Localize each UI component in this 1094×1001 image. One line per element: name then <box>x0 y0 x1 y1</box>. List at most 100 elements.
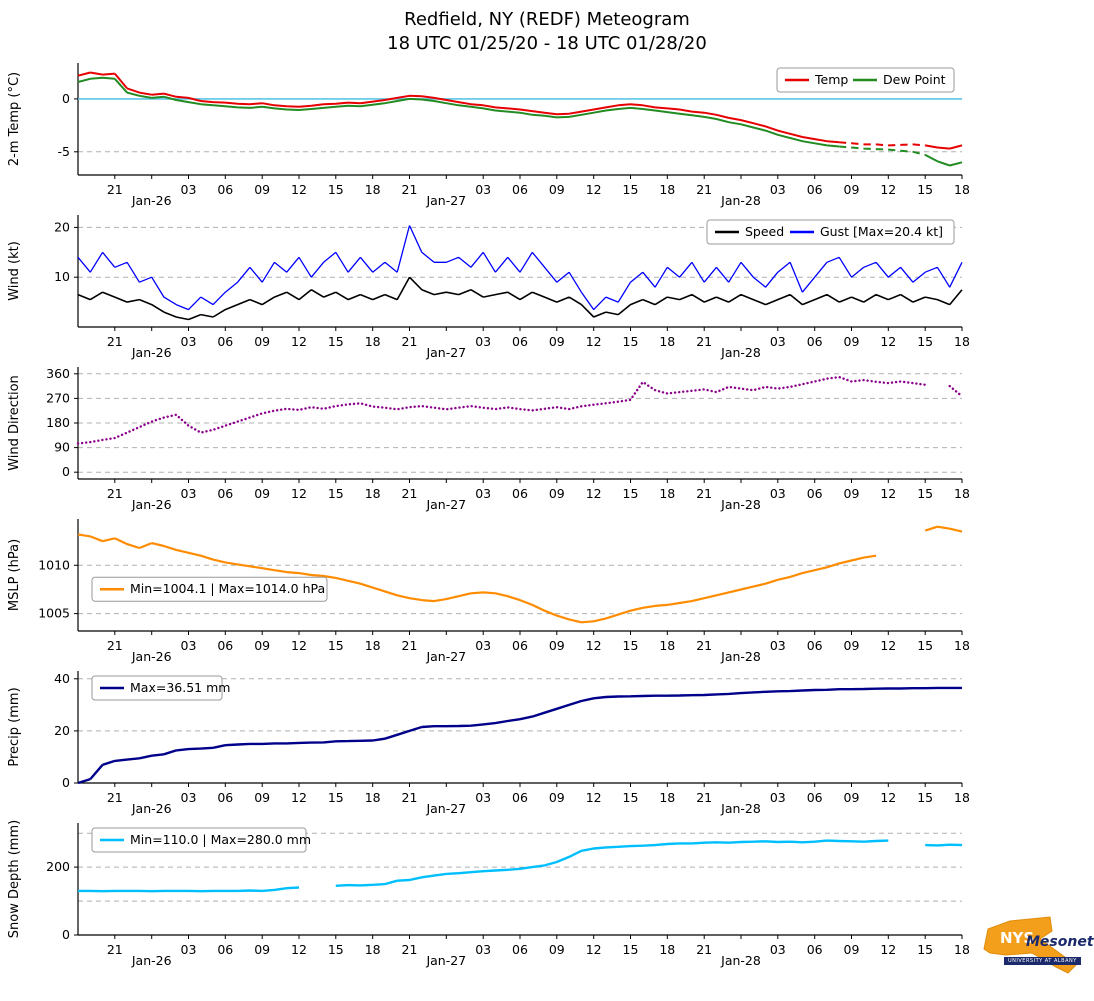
temp-xtick: 15 <box>328 182 344 197</box>
wind-xtick: 12 <box>586 334 602 349</box>
precip-xtick: 03 <box>770 790 786 805</box>
mslp-legend-label: Min=1004.1 | Max=1014.0 hPa <box>130 581 325 596</box>
mslp-series <box>77 525 963 623</box>
wind-direction-xtick: 21 <box>107 486 123 501</box>
temp-xtick: Jan-26 <box>131 193 172 208</box>
wind-direction-xtick: 21 <box>696 486 712 501</box>
precip-panel: 0 20 40 21 Jan-26 03 06 09 12 15 18 21 Jan-27 03 06 09 1… <box>0 665 1094 817</box>
wind-xtick: 18 <box>365 334 381 349</box>
precip-xtick: Jan-28 <box>720 801 761 816</box>
temp-xtick: 03 <box>770 182 786 197</box>
snow-depth-ylabel: Snow Depth (mm) <box>7 819 22 937</box>
temp-xtick: 18 <box>659 182 675 197</box>
temp-chart: -5 0 21 Jan-26 03 06 09 12 15 18 21 Jan-27 03 06 09 12 1… <box>7 62 970 208</box>
precip-xtick: 18 <box>659 790 675 805</box>
precip-xtick: 03 <box>181 790 197 805</box>
wind-xtick: 09 <box>254 334 270 349</box>
snow-depth-xtick: 15 <box>917 942 933 957</box>
temp-axes: -5 0 21 Jan-26 03 06 09 12 15 18 21 Jan-27 03 06 09 12 1… <box>58 62 970 208</box>
snow-depth-ytick: 200 <box>46 859 70 874</box>
wind-xtick: 15 <box>623 334 639 349</box>
temp-xtick: 21 <box>402 182 418 197</box>
mslp-xtick: 12 <box>880 638 896 653</box>
mslp-xtick: 03 <box>770 638 786 653</box>
snow-depth-xtick: 03 <box>475 942 491 957</box>
temp-xtick: 09 <box>844 182 860 197</box>
temp-xtick: 18 <box>365 182 381 197</box>
mslp-xtick: 15 <box>917 638 933 653</box>
wind-direction-ytick: 0 <box>62 464 70 479</box>
wind-legend-label: Gust [Max=20.4 kt] <box>820 224 943 239</box>
wind-legend-label: Speed <box>745 224 784 239</box>
logo-subtext: UNIVERSITY AT ALBANY <box>1004 957 1081 965</box>
snow-depth-legend-label: Min=110.0 | Max=280.0 mm <box>130 832 311 847</box>
wind-direction-xtick: 18 <box>365 486 381 501</box>
precip-xtick: 15 <box>623 790 639 805</box>
precip-ytick: 20 <box>54 722 70 737</box>
mslp-xtick: 06 <box>807 638 823 653</box>
snow-depth-xtick: 21 <box>107 942 123 957</box>
temp-xtick: 21 <box>107 182 123 197</box>
mslp-xtick: 18 <box>659 638 675 653</box>
snow-depth-xtick: Jan-28 <box>720 953 761 968</box>
gust-series <box>77 224 963 310</box>
temp-xtick: 06 <box>807 182 823 197</box>
wind-direction-xtick: Jan-28 <box>720 497 761 512</box>
snow-depth-axes: 0 200 21 Jan-26 03 06 09 12 15 18 21 Jan-27 03 06 09 12… <box>46 822 970 968</box>
precip-xtick: 12 <box>586 790 602 805</box>
wind-direction-xtick: 09 <box>549 486 565 501</box>
mslp-xtick: 21 <box>402 638 418 653</box>
wind-legend: Speed Gust [Max=20.4 kt] <box>706 219 955 245</box>
wind-xtick: 03 <box>770 334 786 349</box>
wind-direction-xtick: 18 <box>954 486 970 501</box>
wind-xtick: 03 <box>475 334 491 349</box>
mslp-xtick: Jan-28 <box>720 649 761 664</box>
mslp-xtick: 18 <box>954 638 970 653</box>
precip-xtick: 21 <box>402 790 418 805</box>
precip-xtick: 09 <box>844 790 860 805</box>
snow-depth-xtick: 12 <box>586 942 602 957</box>
precip-xtick: 15 <box>917 790 933 805</box>
mslp-xtick: 06 <box>217 638 233 653</box>
mslp-xtick: 06 <box>512 638 528 653</box>
wind-xtick: 21 <box>696 334 712 349</box>
wind-xtick: 09 <box>549 334 565 349</box>
snow-depth-xtick: 03 <box>770 942 786 957</box>
temp-xtick: 18 <box>954 182 970 197</box>
temp-ytick: 0 <box>62 90 70 105</box>
mslp-axes: 1005 1010 21 Jan-26 03 06 09 12 15 18 21 Jan-27 03 06… <box>38 518 970 664</box>
mslp-xtick: 09 <box>844 638 860 653</box>
wind-direction-xtick: 03 <box>770 486 786 501</box>
mslp-xtick: 09 <box>549 638 565 653</box>
mslp-xtick: 03 <box>475 638 491 653</box>
wind-xtick: Jan-27 <box>425 345 466 360</box>
precip-legend-label: Max=36.51 mm <box>130 680 230 695</box>
snow-depth-xtick: 09 <box>549 942 565 957</box>
precip-xtick: 03 <box>475 790 491 805</box>
mslp-panel: 1005 1010 21 Jan-26 03 06 09 12 15 18 21 Jan-27 03 06… <box>0 513 1094 665</box>
precip-xtick: 06 <box>512 790 528 805</box>
temp-series-missing <box>839 140 926 146</box>
wind-direction-series <box>76 375 964 445</box>
precip-ytick: 0 <box>62 775 70 790</box>
temp-legend: Temp Dew Point <box>776 67 955 93</box>
temp-xtick: 21 <box>696 182 712 197</box>
temp-legend-label: Dew Point <box>883 72 946 87</box>
precip-xtick: 21 <box>107 790 123 805</box>
snow-depth-legend: Min=110.0 | Max=280.0 mm <box>91 827 311 853</box>
temp-series <box>77 71 963 150</box>
precip-xtick: Jan-27 <box>425 801 466 816</box>
wind-direction-ylabel: Wind Direction <box>7 375 22 471</box>
nys-mesonet-logo: NYS Mesonet UNIVERSITY AT ALBANY <box>976 905 1094 991</box>
wind-direction-xtick: 12 <box>880 486 896 501</box>
mslp-chart: 1005 1010 21 Jan-26 03 06 09 12 15 18 21 Jan-27 03 06… <box>7 518 970 664</box>
temp-xtick: Jan-27 <box>425 193 466 208</box>
precip-accum-series <box>77 686 962 784</box>
wind-xtick: 06 <box>807 334 823 349</box>
snow-depth-ytick: 0 <box>62 927 70 942</box>
wind-direction-xtick: 21 <box>402 486 418 501</box>
snow-depth-xtick: 12 <box>291 942 307 957</box>
temp-ytick: -5 <box>58 143 70 158</box>
